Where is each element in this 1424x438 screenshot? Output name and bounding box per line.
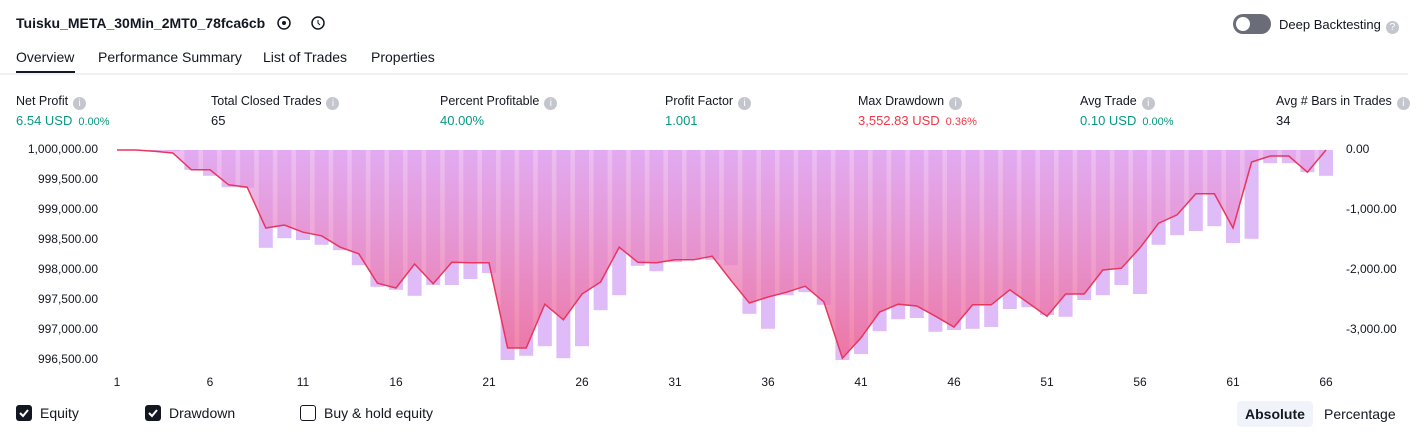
mode-absolute[interactable]: Absolute xyxy=(1237,401,1313,427)
legend-text: Drawdown xyxy=(169,405,236,421)
y-tick-label: 997,500.00 xyxy=(38,292,98,306)
x-tick-label: 51 xyxy=(1040,375,1054,389)
stat-value: 1.001 xyxy=(665,113,698,128)
stat-percent: 0.36% xyxy=(945,116,977,128)
header-icons xyxy=(277,16,325,30)
x-tick-label: 21 xyxy=(482,375,496,389)
x-tick-label: 26 xyxy=(575,375,589,389)
x-tick-label: 61 xyxy=(1226,375,1240,389)
divider xyxy=(0,73,1408,75)
y-tick-label: 996,500.00 xyxy=(38,352,98,366)
stat-value: 40.00% xyxy=(440,113,485,128)
y2-tick-label: -2,000.00 xyxy=(1346,262,1397,276)
legend-equity[interactable]: Equity xyxy=(16,405,79,421)
x-tick-label: 56 xyxy=(1133,375,1147,389)
y2-tick-label: 0.00 xyxy=(1346,142,1370,156)
stat-value: 6.54 USD 0.00% xyxy=(16,113,110,128)
x-tick-label: 6 xyxy=(207,375,214,389)
x-tick-label: 36 xyxy=(761,375,775,389)
stat-value-text: 3,552.83 USD xyxy=(858,113,940,128)
stat-label: Net Profit i xyxy=(16,94,87,110)
stat-label-text: Total Closed Trades xyxy=(211,94,322,108)
x-tick-label: 46 xyxy=(947,375,961,389)
x-tick-label: 1 xyxy=(114,375,121,389)
stat-percent: 0.00% xyxy=(78,116,110,128)
stat-label: Avg Trade i xyxy=(1080,94,1155,110)
stat-label-text: Net Profit xyxy=(16,94,69,108)
y-tick-label: 998,000.00 xyxy=(38,262,98,276)
equity-area xyxy=(117,150,1326,359)
x-tick-label: 11 xyxy=(297,375,310,389)
stat-value-text: 6.54 USD xyxy=(16,113,73,128)
chart: 1,000,000.00 999,500.00 999,000.00 998,500.… xyxy=(28,142,1397,389)
stat-label: Avg # Bars in Trades i xyxy=(1276,94,1410,110)
x-tick-label: 31 xyxy=(668,375,682,389)
stat-value: 34 xyxy=(1276,113,1291,128)
y-tick-label: 999,000.00 xyxy=(38,202,98,216)
y-tick-label: 997,000.00 xyxy=(38,322,98,336)
stat-value-text: 0.10 USD xyxy=(1080,113,1137,128)
toggle-label: Deep Backtesting? xyxy=(1279,17,1399,34)
tab-underline xyxy=(16,71,75,74)
stat-value: 65 xyxy=(211,113,226,128)
stat-label: Percent Profitable i xyxy=(440,94,558,110)
toggle[interactable] xyxy=(1233,14,1271,34)
x-tick-label: 66 xyxy=(1319,375,1333,389)
stat-label-text: Avg Trade xyxy=(1080,94,1137,108)
tab[interactable]: Properties xyxy=(371,49,435,65)
y2-tick-label: -1,000.00 xyxy=(1346,202,1397,216)
stat-percent: 0.00% xyxy=(1142,116,1174,128)
x-tick-label: 41 xyxy=(854,375,868,389)
y-tick-label: 999,500.00 xyxy=(38,172,98,186)
y2-tick-label: -3,000.00 xyxy=(1346,322,1397,336)
y-tick-label: 1,000,000.00 xyxy=(28,142,98,156)
stat-value: 0.10 USD 0.00% xyxy=(1080,113,1174,128)
legend-text: Equity xyxy=(40,405,79,421)
strategy-title: Tuisku_META_30Min_2MT0_78fca6cb xyxy=(16,15,266,31)
x-tick-label: 16 xyxy=(389,375,403,389)
tab[interactable]: List of Trades xyxy=(263,49,348,65)
tab[interactable]: Performance Summary xyxy=(98,49,242,65)
stat-label-text: Max Drawdown xyxy=(858,94,945,108)
y-tick-label: 998,500.00 xyxy=(38,232,98,246)
stat-label-text: Percent Profitable xyxy=(440,94,540,108)
mode-percentage[interactable]: Percentage xyxy=(1324,406,1396,422)
drawdown-bar xyxy=(1319,150,1333,176)
legend-text: Buy & hold equity xyxy=(324,405,433,421)
stat-label-text: Avg # Bars in Trades xyxy=(1276,94,1392,108)
stat-label: Profit Factor i xyxy=(665,94,752,110)
tab[interactable]: Overview xyxy=(16,49,75,65)
legend-buy-hold[interactable]: Buy & hold equity xyxy=(300,405,433,421)
stat-value: 3,552.83 USD 0.36% xyxy=(858,113,977,128)
stat-label: Max Drawdown i xyxy=(858,94,963,110)
toggle-text: Deep Backtesting xyxy=(1279,17,1381,32)
stat-label: Total Closed Trades i xyxy=(211,94,340,110)
legend-drawdown[interactable]: Drawdown xyxy=(145,405,235,421)
equity-line xyxy=(117,149,1327,360)
stat-label-text: Profit Factor xyxy=(665,94,734,108)
